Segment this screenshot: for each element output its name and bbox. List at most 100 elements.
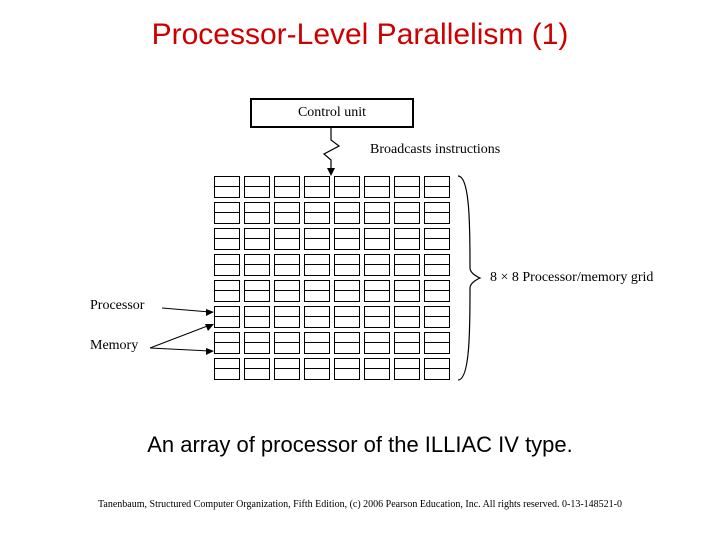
memory-cell — [364, 265, 390, 276]
processor-cell — [334, 358, 360, 369]
processor-cell — [244, 228, 270, 239]
processor-cell — [214, 280, 240, 291]
processor-cell — [274, 254, 300, 265]
memory-cell — [364, 369, 390, 380]
processor-cell — [244, 254, 270, 265]
processor-cell — [424, 202, 450, 213]
pm-unit — [214, 280, 240, 302]
memory-cell — [334, 343, 360, 354]
memory-cell — [334, 213, 360, 224]
processor-cell — [424, 358, 450, 369]
pm-unit — [304, 202, 330, 224]
pm-unit — [304, 358, 330, 380]
processor-cell — [424, 254, 450, 265]
memory-cell — [334, 369, 360, 380]
memory-cell — [424, 265, 450, 276]
memory-cell — [304, 239, 330, 250]
pm-unit — [424, 332, 450, 354]
pm-unit — [394, 202, 420, 224]
memory-cell — [214, 239, 240, 250]
memory-label: Memory — [90, 338, 138, 354]
processor-cell — [334, 332, 360, 343]
processor-cell — [424, 332, 450, 343]
memory-cell — [394, 213, 420, 224]
memory-cell — [334, 239, 360, 250]
processor-cell — [424, 228, 450, 239]
memory-cell — [214, 343, 240, 354]
processor-cell — [424, 280, 450, 291]
memory-cell — [394, 187, 420, 198]
processor-cell — [364, 176, 390, 187]
memory-cell — [364, 213, 390, 224]
pm-unit — [334, 332, 360, 354]
pm-unit — [394, 254, 420, 276]
pm-unit — [424, 254, 450, 276]
memory-cell — [424, 239, 450, 250]
processor-cell — [214, 228, 240, 239]
processor-cell — [244, 280, 270, 291]
memory-cell — [424, 317, 450, 328]
pm-unit — [304, 306, 330, 328]
memory-cell — [364, 239, 390, 250]
pm-unit — [304, 176, 330, 198]
pm-unit — [364, 332, 390, 354]
memory-cell — [394, 265, 420, 276]
processor-cell — [274, 306, 300, 317]
pm-unit — [304, 228, 330, 250]
memory-cell — [334, 187, 360, 198]
memory-cell — [244, 369, 270, 380]
memory-cell — [304, 187, 330, 198]
processor-cell — [214, 332, 240, 343]
processor-cell — [214, 358, 240, 369]
processor-cell — [244, 202, 270, 213]
processor-cell — [334, 280, 360, 291]
grid-size-label: 8 × 8 Processor/memory grid — [490, 270, 653, 286]
memory-cell — [304, 265, 330, 276]
memory-cell — [364, 187, 390, 198]
pm-unit — [394, 280, 420, 302]
pm-unit — [274, 228, 300, 250]
pm-unit — [244, 358, 270, 380]
memory-cell — [394, 343, 420, 354]
pm-unit — [214, 228, 240, 250]
processor-cell — [364, 254, 390, 265]
processor-cell — [244, 306, 270, 317]
pm-unit — [334, 280, 360, 302]
copyright-footer: Tanenbaum, Structured Computer Organizat… — [0, 499, 720, 510]
processor-cell — [274, 332, 300, 343]
memory-cell — [394, 317, 420, 328]
memory-cell — [244, 317, 270, 328]
memory-cell — [394, 291, 420, 302]
processor-cell — [214, 176, 240, 187]
pm-unit — [364, 306, 390, 328]
pm-unit — [394, 228, 420, 250]
pm-unit — [214, 332, 240, 354]
memory-cell — [364, 317, 390, 328]
pm-unit — [274, 332, 300, 354]
slide: Processor-Level Parallelism (1) Control … — [0, 0, 720, 540]
pm-unit — [304, 280, 330, 302]
processor-cell — [334, 202, 360, 213]
memory-cell — [394, 239, 420, 250]
processor-cell — [274, 280, 300, 291]
pm-unit — [364, 358, 390, 380]
memory-cell — [304, 291, 330, 302]
illiac-diagram: Control unit Broadcasts instructions Pro… — [90, 98, 630, 408]
processor-cell — [364, 280, 390, 291]
processor-cell — [274, 202, 300, 213]
figure-caption: An array of processor of the ILLIAC IV t… — [0, 432, 720, 458]
pm-unit — [424, 358, 450, 380]
pm-unit — [364, 228, 390, 250]
processor-cell — [304, 202, 330, 213]
memory-cell — [274, 239, 300, 250]
pm-unit — [364, 254, 390, 276]
processor-cell — [334, 306, 360, 317]
pm-unit — [214, 202, 240, 224]
memory-cell — [214, 265, 240, 276]
processor-cell — [394, 280, 420, 291]
processor-cell — [244, 332, 270, 343]
processor-cell — [364, 202, 390, 213]
pm-unit — [274, 202, 300, 224]
processor-cell — [394, 332, 420, 343]
memory-cell — [304, 369, 330, 380]
